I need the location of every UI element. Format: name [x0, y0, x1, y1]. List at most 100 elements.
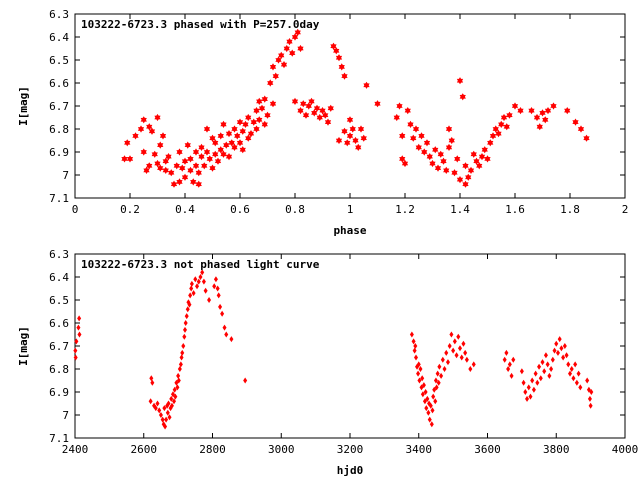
unphased-light-curve-panel: 2400 2600 2800 3000 3200 3400 3600 3800 4000 6.3 6… — [17, 248, 638, 477]
data-point — [74, 338, 79, 345]
data-point — [222, 324, 227, 331]
data-point — [269, 63, 277, 71]
data-point — [436, 379, 441, 386]
data-point — [201, 162, 208, 170]
data-point — [573, 361, 578, 368]
data-point — [322, 111, 329, 119]
data-point — [429, 159, 436, 168]
data-point — [585, 377, 590, 384]
x-tick-label: 1.6 — [505, 203, 525, 216]
data-point — [165, 153, 172, 161]
data-point — [421, 382, 426, 389]
x-tick-label: 1.8 — [560, 203, 580, 216]
y-tick-label: 6.5 — [49, 294, 69, 307]
data-point — [458, 345, 462, 352]
data-point — [407, 120, 414, 128]
data-point — [234, 132, 241, 140]
data-point — [459, 354, 464, 361]
data-point — [425, 395, 430, 402]
data-point — [183, 320, 188, 326]
data-point — [443, 166, 450, 174]
data-point — [200, 269, 205, 276]
data-point — [463, 349, 468, 356]
data-point — [550, 102, 557, 110]
data-point — [587, 395, 592, 402]
data-point — [245, 134, 252, 142]
data-point — [192, 162, 200, 170]
data-point — [209, 134, 216, 142]
data-point — [456, 333, 461, 340]
data-point — [578, 384, 583, 391]
data-point — [583, 134, 590, 142]
data-point — [193, 276, 198, 283]
data-point — [500, 113, 508, 122]
x-tick-label: 3400 — [406, 443, 433, 456]
data-point — [416, 370, 421, 377]
data-point — [440, 157, 447, 165]
data-point — [418, 132, 425, 140]
x-tick-label: 2 — [622, 203, 629, 216]
data-point — [124, 139, 131, 147]
data-point — [423, 139, 431, 147]
data-point — [179, 354, 184, 361]
data-point — [213, 276, 218, 283]
data-point — [428, 402, 433, 409]
data-point — [302, 111, 310, 119]
data-point — [409, 331, 414, 338]
data-point — [126, 155, 134, 163]
data-point — [167, 414, 172, 421]
data-point — [462, 180, 469, 188]
data-point — [442, 366, 447, 372]
y-axis-label: I[mag] — [17, 86, 30, 126]
data-point — [150, 379, 155, 386]
data-point — [187, 166, 194, 174]
data-point — [330, 42, 337, 50]
data-point — [214, 157, 222, 165]
data-point — [426, 153, 433, 161]
data-point — [468, 366, 473, 372]
data-point — [327, 104, 334, 112]
data-point — [470, 150, 477, 158]
data-point — [151, 150, 158, 158]
data-point — [478, 153, 486, 161]
data-point — [420, 375, 425, 382]
data-point — [530, 377, 535, 384]
data-point — [421, 148, 428, 156]
data-point — [445, 359, 450, 366]
data-point — [291, 33, 299, 41]
data-point — [236, 118, 244, 126]
data-point — [502, 356, 507, 363]
data-point — [437, 363, 442, 370]
data-point — [338, 63, 345, 71]
data-point — [220, 310, 225, 317]
data-point — [220, 150, 227, 158]
data-point — [476, 162, 483, 170]
data-point — [160, 416, 165, 423]
x-tick-label: 0.8 — [285, 203, 305, 216]
data-point — [566, 361, 571, 368]
data-point — [459, 93, 466, 101]
data-point — [247, 130, 255, 138]
data-point — [217, 132, 224, 140]
y-tick-label: 7.1 — [49, 192, 69, 205]
x-tick-label: 2800 — [199, 443, 226, 456]
data-point — [229, 336, 234, 343]
data-point — [349, 125, 356, 133]
data-point — [189, 280, 194, 287]
y-tick-label: 6.8 — [49, 123, 69, 136]
data-point — [363, 81, 370, 89]
y-axis-label: I[mag] — [17, 326, 30, 366]
data-point — [280, 61, 288, 69]
data-point — [283, 44, 290, 53]
y-tick-label: 6.3 — [49, 248, 69, 261]
data-point — [465, 173, 472, 181]
data-point — [555, 349, 560, 356]
data-point — [554, 340, 559, 347]
data-point — [176, 377, 181, 384]
data-point — [569, 366, 574, 372]
data-point — [341, 72, 348, 80]
data-point — [426, 409, 431, 416]
y-tick-label: 7 — [62, 169, 69, 182]
data-point — [433, 398, 438, 405]
data-point — [537, 363, 542, 370]
